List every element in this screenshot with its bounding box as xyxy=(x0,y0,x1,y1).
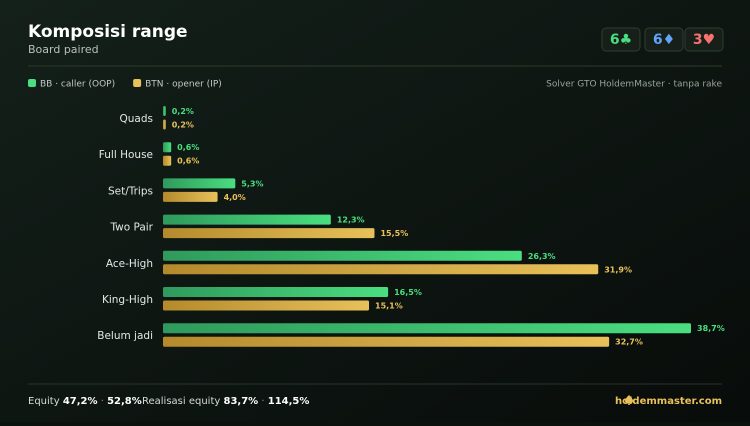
legend-label: BTN · opener (IP) xyxy=(145,80,222,90)
card xyxy=(684,27,724,52)
bar xyxy=(163,214,331,225)
bar xyxy=(163,250,522,261)
realization: Realisasi equity 83,7% · 114,5% xyxy=(142,396,309,407)
source: Solver GTO HoldemMaster · tanpa rake xyxy=(546,80,722,90)
bar xyxy=(163,287,389,297)
equity: Equity 47,2% · 52,8% xyxy=(28,396,142,407)
equity-value: 52,8% xyxy=(107,396,142,407)
category-label: Ace-High xyxy=(106,258,153,270)
category-label: Quads xyxy=(120,113,154,125)
card xyxy=(601,27,641,52)
value-label: 15,5% xyxy=(380,229,408,238)
bar xyxy=(163,323,691,334)
value-label: 4,0% xyxy=(224,193,246,202)
realization-value: 83,7% xyxy=(223,396,258,407)
bar xyxy=(163,142,172,153)
card-label: 6♣ xyxy=(610,32,632,48)
card-label: 6♦ xyxy=(653,32,675,48)
value-label: 16,5% xyxy=(394,288,422,297)
category-label: King-High xyxy=(102,294,153,306)
value-label: 0,6% xyxy=(177,143,199,152)
legend-swatch xyxy=(28,79,36,87)
bar xyxy=(163,264,599,275)
value-label: 26,3% xyxy=(528,252,556,261)
card-label: 3♥ xyxy=(693,32,715,48)
subtitle: Board paired xyxy=(28,43,99,56)
category-label: Two Pair xyxy=(109,222,153,234)
realization-value: 114,5% xyxy=(268,396,310,407)
value-label: 38,7% xyxy=(697,324,725,333)
value-label: 0,6% xyxy=(177,157,199,166)
value-label: 5,3% xyxy=(241,179,263,188)
equity-label: Equity xyxy=(28,396,60,407)
bar xyxy=(163,191,218,202)
bar xyxy=(163,106,166,116)
bar xyxy=(163,228,375,239)
legend-label: BB · caller (OOP) xyxy=(40,80,115,90)
title: Komposisi range xyxy=(28,22,188,42)
value-label: 0,2% xyxy=(172,107,194,116)
value-label: 0,2% xyxy=(172,121,194,130)
value-label: 31,9% xyxy=(604,265,632,274)
category-label: Belum jadi xyxy=(97,330,153,342)
category-label: Full House xyxy=(99,149,153,161)
brand: holdemmaster.com xyxy=(615,396,722,407)
card xyxy=(644,27,684,52)
bar xyxy=(163,119,166,130)
value-label: 32,7% xyxy=(615,338,643,347)
bar xyxy=(163,178,236,189)
category-label: Set/Trips xyxy=(108,185,153,197)
bar xyxy=(163,155,172,166)
value-label: 12,3% xyxy=(337,216,365,225)
bar xyxy=(163,336,610,347)
legend-swatch xyxy=(133,79,142,87)
brand-icon xyxy=(625,395,633,405)
realization-label: Realisasi equity xyxy=(142,396,220,407)
value-label: 15,1% xyxy=(375,302,403,311)
equity-value: 47,2% xyxy=(63,396,98,407)
bar xyxy=(163,300,370,311)
